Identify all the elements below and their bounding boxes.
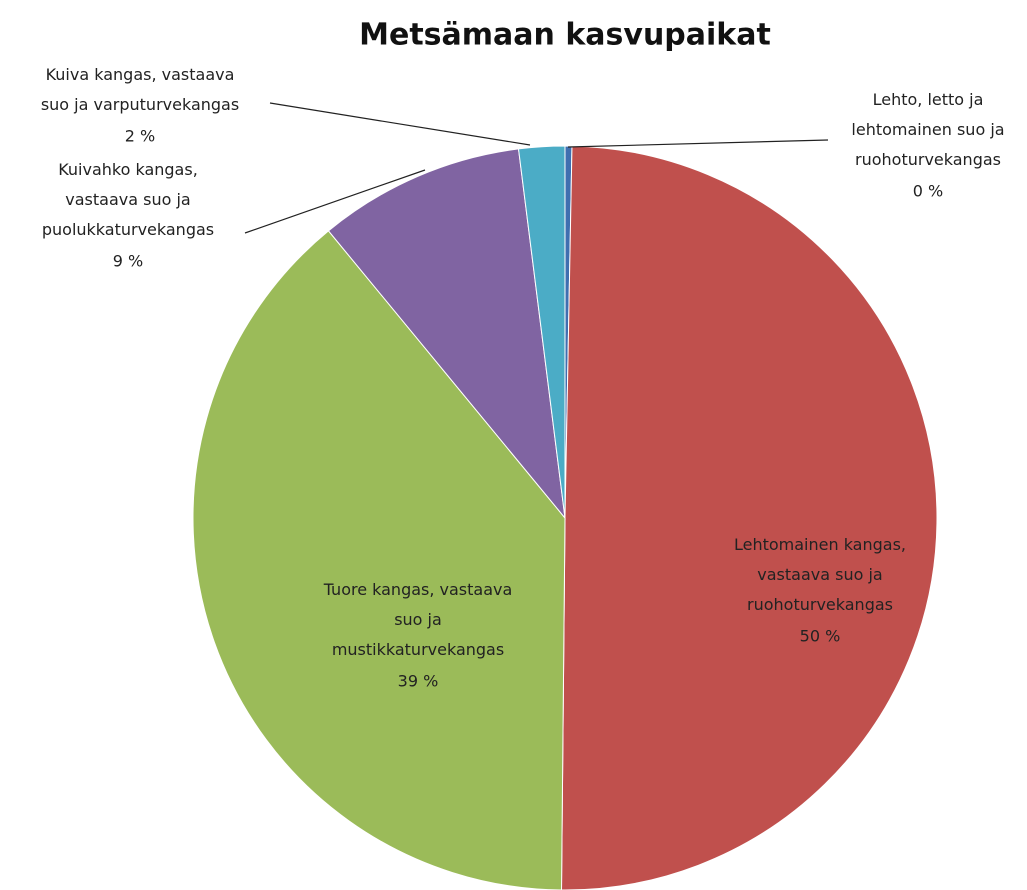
slice-label: Kuivahko kangas, vastaava suo ja puolukkat…: [42, 160, 214, 239]
leader-line: [269, 102, 531, 146]
slice-value-label: 50 %: [800, 627, 841, 646]
slice-value-label: 0 %: [913, 182, 943, 201]
slice-label: Kuiva kangas, vastaava suo ja varputurvek…: [41, 65, 239, 114]
pie-slice: [561, 145, 938, 890]
chart-title: Metsämaan kasvupaikat: [359, 18, 771, 53]
slice-value-label: 2 %: [125, 127, 155, 146]
pie-slice: [327, 148, 566, 520]
pie-slice: [192, 230, 566, 890]
leader-line: [244, 169, 426, 234]
slice-label: Lehtomainen kangas, vastaava suo ja ruohot…: [734, 535, 906, 614]
leader-line: [567, 139, 829, 148]
slice-label: Tuore kangas, vastaava suo ja mustikkaturv…: [323, 580, 513, 659]
slice-value-label: 39 %: [398, 672, 439, 691]
pie-slice: [517, 145, 566, 519]
slice-label: Lehto, letto ja lehtomainen suo ja ruohotu…: [851, 90, 1004, 169]
slice-value-label: 9 %: [113, 252, 143, 271]
